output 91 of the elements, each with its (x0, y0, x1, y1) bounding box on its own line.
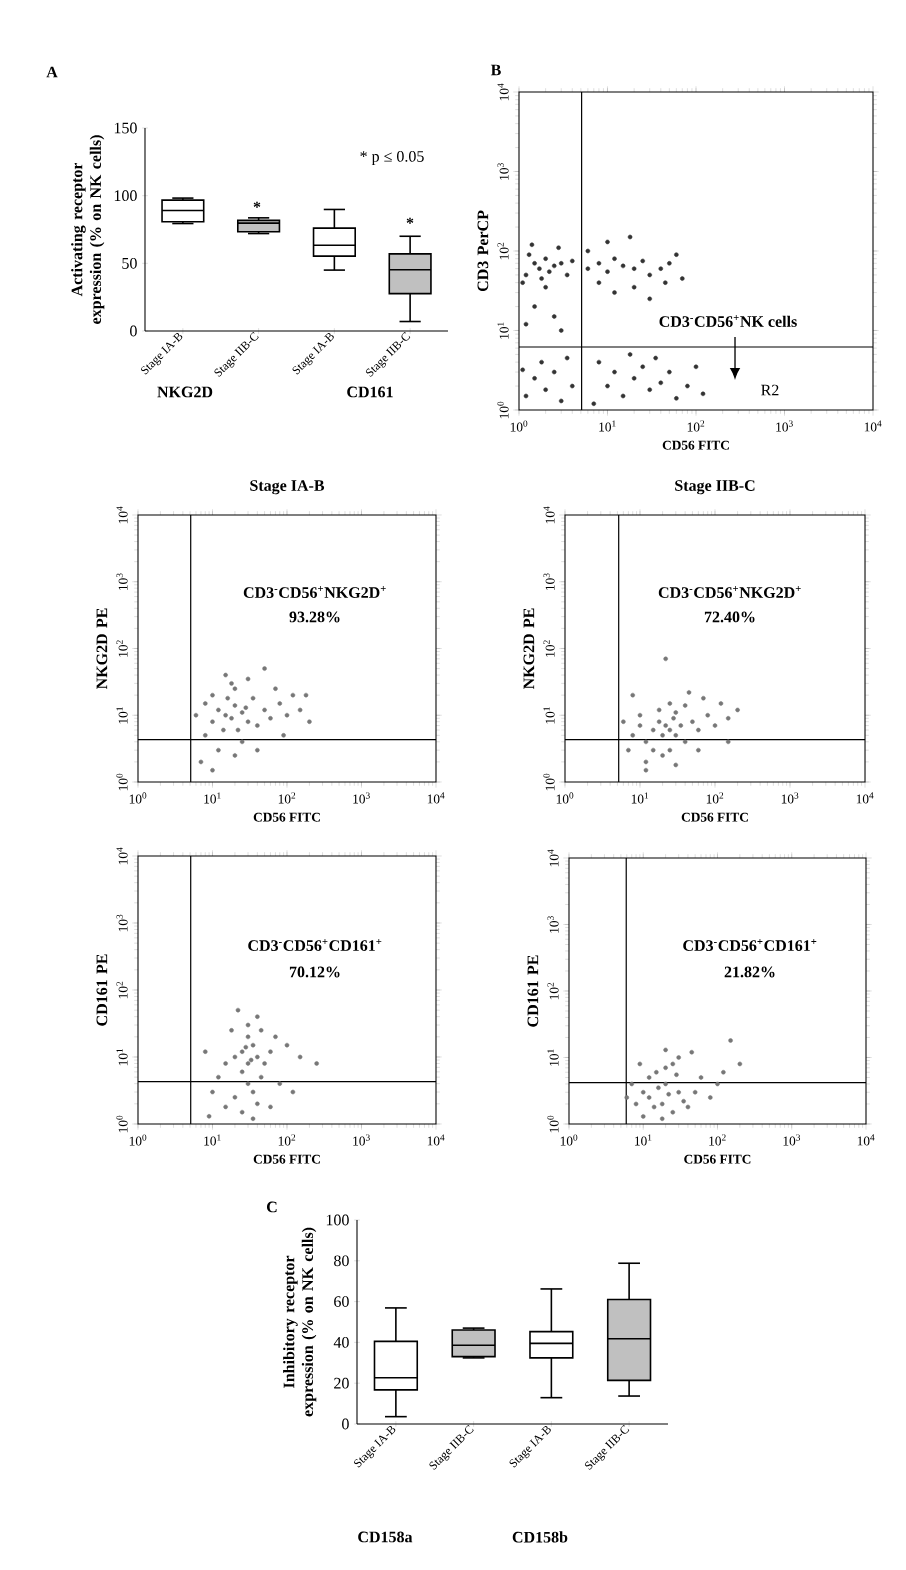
x-tick-label: 10$^{1}$ (635, 1134, 652, 1146)
x-tick-label: 10$^{4}$ (864, 420, 882, 432)
annotation: R2 (761, 384, 779, 396)
y-axis-title: NKG2D PE (96, 608, 108, 690)
y-tick-label: 10$^{0}$ (543, 773, 555, 791)
chart-title: Stage IIB-C (675, 480, 755, 495)
x-tick-label: 10$^{1}$ (204, 1134, 221, 1146)
x-axis-title: CD56 FITC (684, 1154, 751, 1164)
x-tick-label: 10$^{4}$ (857, 1134, 875, 1146)
y-axis-title: CD161 PE (527, 955, 539, 1027)
y-tick-label: 10$^{0}$ (497, 401, 509, 419)
x-tick-label: 10$^{3}$ (783, 1134, 801, 1146)
y-tick-label: 20 (334, 1377, 349, 1389)
text: CD158a (358, 1531, 413, 1543)
x-tick-label: 10$^{1}$ (204, 792, 221, 804)
y-tick-label: 10$^{2}$ (116, 640, 128, 657)
text: A (46, 66, 58, 78)
annotation: 93.28% (289, 611, 340, 623)
y-tick-label: 150 (114, 122, 137, 134)
x-tick-label: 10$^{2}$ (278, 792, 296, 804)
y-tick-label: 10$^{0}$ (116, 1115, 128, 1133)
x-tick-label: 10$^{3}$ (353, 792, 370, 804)
y-axis-title: NKG2D PE (523, 608, 535, 690)
x-axis-title: CD56 FITC (253, 812, 320, 822)
x-tick-label: 10$^{1}$ (599, 420, 616, 432)
y-tick-label: 10$^{4}$ (543, 506, 555, 524)
annotation: 70.12% (289, 966, 340, 978)
x-axis-title: CD56 FITC (681, 812, 748, 822)
x-tick-label: 10$^{3}$ (781, 792, 799, 804)
y-tick-label: 100 (326, 1214, 349, 1226)
x-tick-label: 10$^{3}$ (353, 1134, 370, 1146)
y-tick-label: 60 (334, 1296, 349, 1307)
chart-title: Stage IA-B (250, 480, 325, 495)
y-tick-label: 10$^{1}$ (543, 707, 555, 724)
text: B (490, 64, 501, 76)
y-tick-label: 10$^{1}$ (116, 1048, 128, 1066)
y-axis-title: Inhibitory receptor expression (% on NK cells) (283, 1227, 317, 1417)
y-tick-label: 10$^{2}$ (543, 640, 555, 657)
y-tick-label: 50 (122, 257, 137, 269)
annotation: * (406, 217, 414, 224)
annotation: * (253, 201, 261, 208)
annotation: CD3$^{-}$CD56$^{+}$CD161$^{+}$ (683, 939, 817, 951)
y-tick-label: 10$^{3}$ (543, 573, 555, 590)
y-tick-label: 10$^{4}$ (497, 83, 509, 101)
y-tick-label: 10$^{3}$ (547, 916, 559, 933)
y-tick-label: 0 (342, 1418, 349, 1430)
y-tick-label: 10$^{2}$ (547, 982, 559, 1000)
annotation: 21.82% (724, 966, 775, 978)
x-tick-label: 10$^{0}$ (556, 792, 574, 804)
x-tick-label: 10$^{4}$ (856, 792, 874, 804)
x-tick-label: 10$^{3}$ (776, 420, 793, 432)
x-tick-label: 10$^{2}$ (706, 792, 724, 804)
x-tick-label: 10$^{1}$ (631, 792, 649, 804)
y-tick-label: 40 (333, 1336, 349, 1348)
x-tick-label: 10$^{2}$ (687, 420, 705, 432)
x-tick-label: 10$^{2}$ (709, 1134, 726, 1146)
y-tick-label: 10$^{2}$ (497, 242, 509, 260)
y-axis-title: CD161 PE (96, 954, 108, 1026)
x-axis-title: CD56 FITC (662, 440, 729, 450)
x-axis-title: CD56 FITC (253, 1154, 320, 1164)
annotation: CD3$^{-}$CD56$^{+}$CD161$^{+}$ (248, 939, 382, 951)
text: C (267, 1201, 277, 1213)
annotation: CD3$^{-}$CD56$^{+}$NKG2D$^{+}$ (658, 586, 801, 598)
y-tick-label: 10$^{4}$ (116, 506, 128, 524)
x-tick-label: 10$^{4}$ (427, 1134, 445, 1146)
x-tick-label: 10$^{2}$ (278, 1134, 296, 1146)
y-tick-label: 10$^{2}$ (116, 981, 128, 999)
y-tick-label: 0 (130, 325, 137, 337)
text: NKG2D (157, 386, 213, 398)
y-tick-label: 10$^{3}$ (116, 573, 128, 590)
y-tick-label: 80 (334, 1255, 349, 1267)
y-tick-label: 10$^{3}$ (116, 914, 128, 932)
x-tick-label: 10$^{0}$ (510, 420, 528, 432)
x-tick-label: 10$^{0}$ (560, 1134, 578, 1146)
annotation: CD3$^{-}$CD56$^{+}$NK cells (659, 314, 797, 327)
annotation: * p ≤ 0.05 (360, 150, 424, 166)
y-tick-label: 10$^{3}$ (497, 163, 509, 180)
annotation: CD3$^{-}$CD56$^{+}$NKG2D$^{+}$ (243, 586, 386, 598)
y-tick-label: 10$^{1}$ (116, 707, 128, 724)
y-tick-label: 10$^{4}$ (547, 849, 559, 867)
annotation: 72.40% (704, 611, 755, 623)
text: CD161 (347, 386, 393, 398)
y-axis-title: Activating receptor expression (% on NK cells) (71, 135, 105, 324)
y-tick-label: 10$^{0}$ (116, 773, 128, 791)
y-tick-label: 100 (114, 190, 137, 202)
text: CD158b (512, 1531, 568, 1543)
y-tick-label: 10$^{1}$ (547, 1049, 559, 1066)
y-tick-label: 10$^{4}$ (116, 847, 128, 865)
y-axis-title: CD3 PerCP (477, 210, 489, 292)
y-tick-label: 10$^{0}$ (547, 1115, 559, 1133)
x-tick-label: 10$^{4}$ (427, 792, 445, 804)
